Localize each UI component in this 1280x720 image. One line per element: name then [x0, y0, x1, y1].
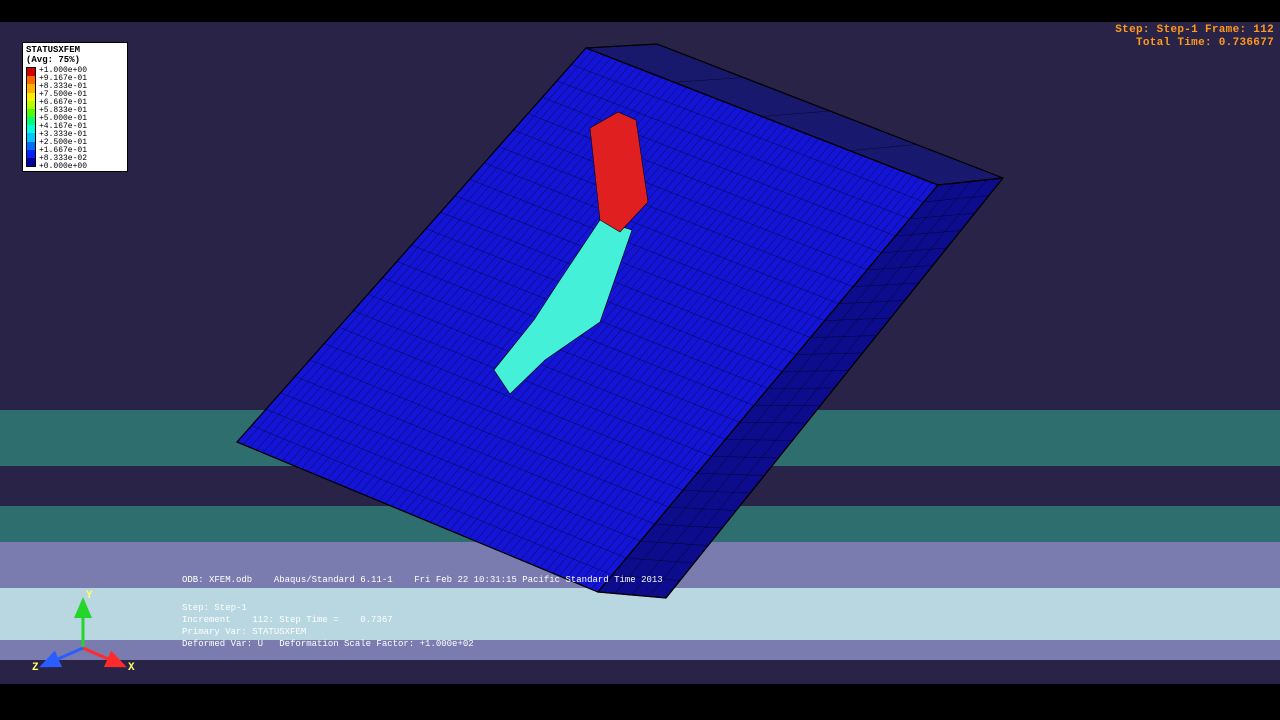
orientation-triad-icon: Y X Z [28, 586, 138, 676]
contour-legend: STATUSXFEM (Avg: 75%) +1.000e+00+9.167e-… [22, 42, 128, 172]
svg-text:Z: Z [32, 662, 39, 674]
legend-title: STATUSXFEM (Avg: 75%) [26, 45, 124, 65]
legend-labels: +1.000e+00+9.167e-01+8.333e-01+7.500e-01… [39, 67, 87, 167]
step-info: Step: Step-1 Increment 112: Step Time = … [182, 602, 474, 650]
frame-status: Step: Step-1 Frame: 112 Total Time: 0.73… [1115, 24, 1274, 50]
viewport[interactable]: STATUSXFEM (Avg: 75%) +1.000e+00+9.167e-… [0, 0, 1280, 720]
svg-text:Y: Y [86, 590, 93, 602]
frame-status-line1: Step: Step-1 Frame: 112 [1115, 24, 1274, 37]
svg-text:X: X [128, 662, 135, 674]
odb-info: ODB: XFEM.odb Abaqus/Standard 6.11-1 Fri… [182, 574, 663, 586]
legend-colorbar [26, 67, 36, 167]
frame-status-line2: Total Time: 0.736677 [1115, 37, 1274, 50]
